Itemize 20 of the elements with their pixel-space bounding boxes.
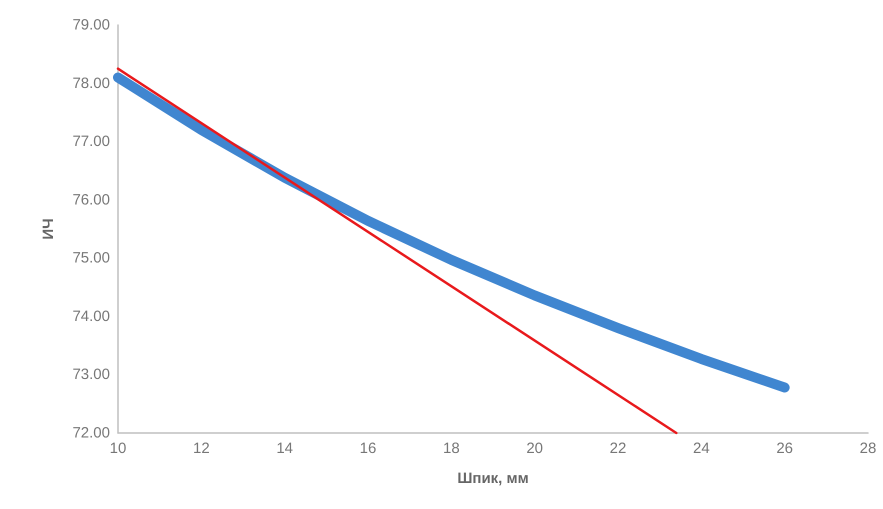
x-tick-label: 18 [442, 440, 460, 457]
x-tick-label: 10 [110, 440, 126, 457]
y-tick-label: 77.00 [72, 133, 110, 150]
y-axis-title: ИЧ [40, 218, 57, 240]
x-axis-title: Шпик, мм [457, 470, 529, 487]
y-tick-label: 72.00 [72, 424, 110, 442]
y-tick-label: 74.00 [72, 308, 110, 325]
y-tick-label: 79.00 [72, 16, 110, 34]
y-tick-label: 76.00 [72, 191, 110, 208]
x-tick-label: 20 [526, 440, 544, 457]
x-tick-label: 26 [776, 440, 794, 457]
x-tick-label: 12 [192, 440, 210, 457]
x-tick-label: 16 [360, 440, 376, 457]
y-tick-label: 75.00 [72, 250, 110, 267]
x-tick-label: 22 [610, 440, 626, 457]
x-tick-label: 28 [860, 440, 876, 457]
x-tick-label: 24 [692, 440, 710, 457]
y-tick-label: 78.00 [72, 74, 110, 92]
x-tick-label: 14 [276, 440, 294, 457]
y-tick-label: 73.00 [72, 366, 110, 384]
